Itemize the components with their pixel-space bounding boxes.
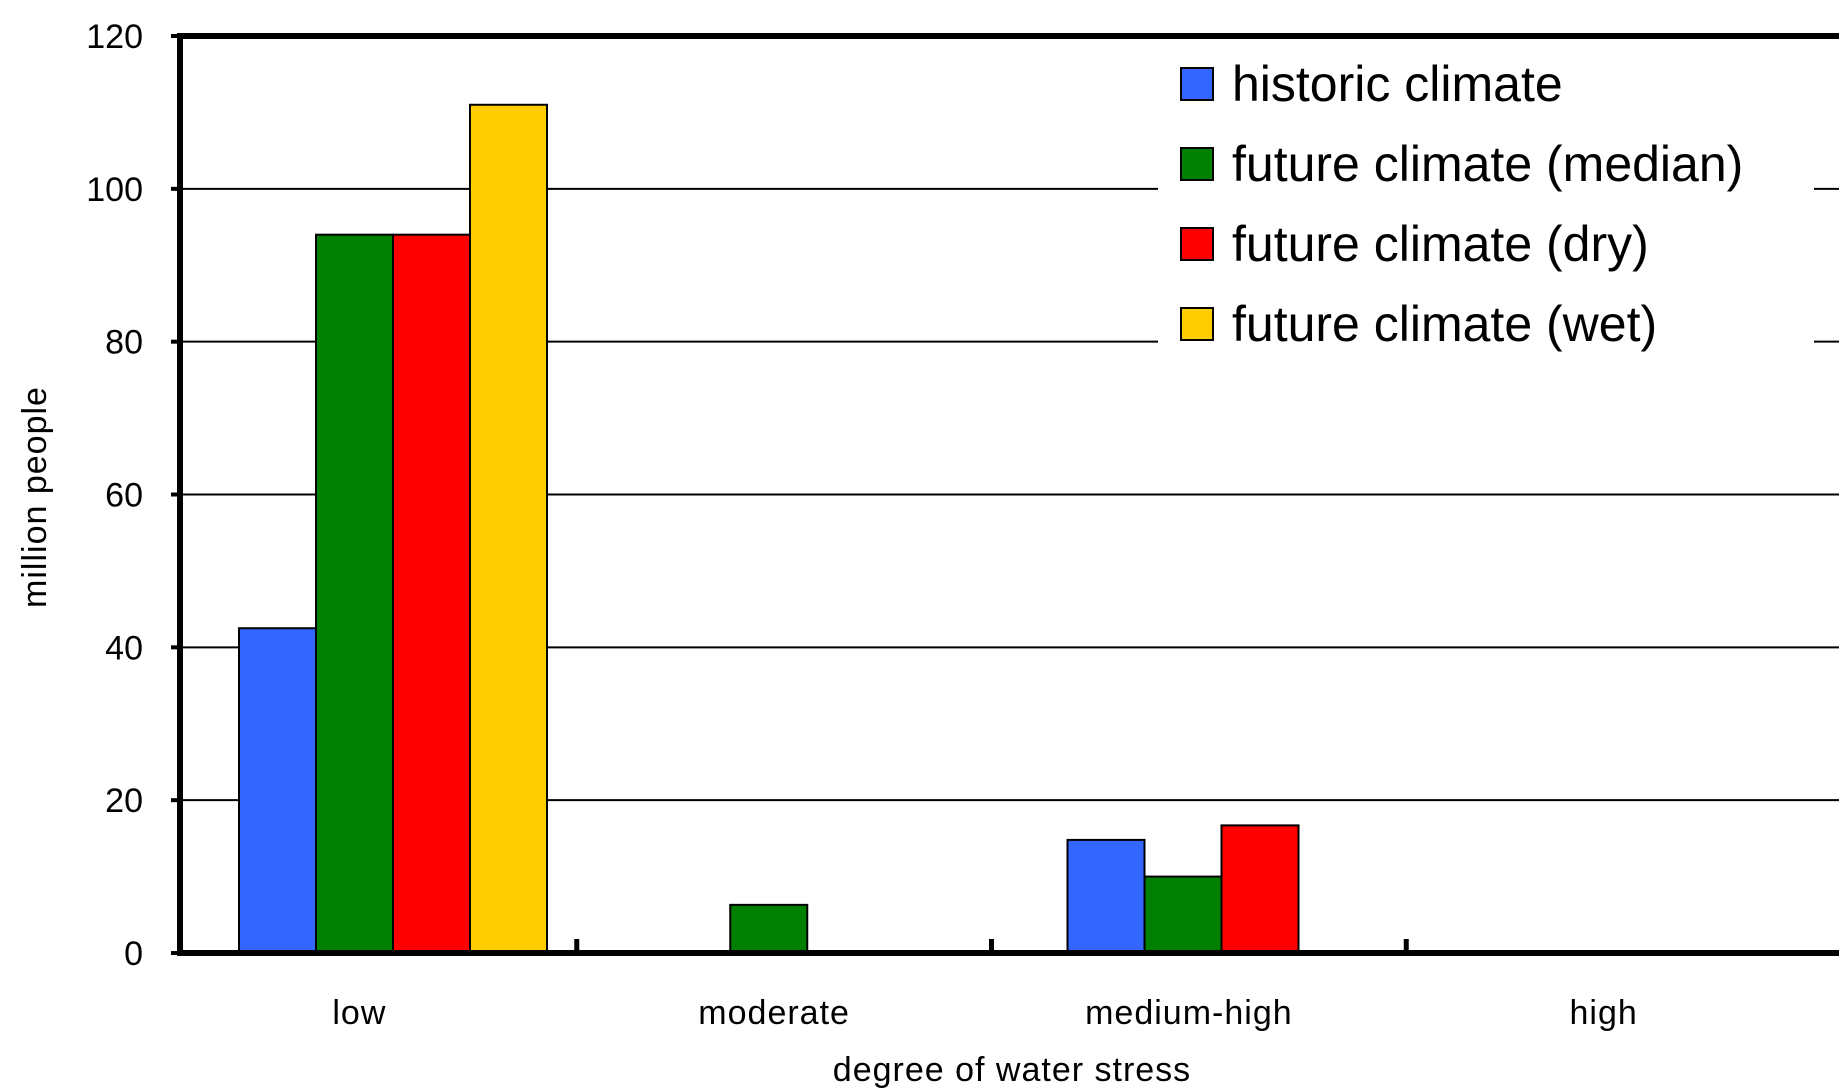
x-tick-label: low bbox=[332, 994, 386, 1032]
bar-low-series-2 bbox=[392, 233, 471, 954]
legend-label: future climate (wet) bbox=[1232, 296, 1657, 352]
legend-swatch bbox=[1180, 227, 1214, 261]
x-axis-title: degree of water stress bbox=[833, 1051, 1191, 1089]
x-tick-label: medium-high bbox=[1085, 994, 1293, 1032]
y-tick-label: 80 bbox=[105, 324, 143, 362]
bar-low-series-0 bbox=[238, 627, 317, 955]
y-tick-label: 60 bbox=[105, 477, 143, 515]
legend-label: future climate (dry) bbox=[1232, 216, 1649, 272]
legend-background bbox=[1158, 50, 1814, 355]
bar-low-series-1 bbox=[315, 233, 394, 954]
axes bbox=[171, 33, 1839, 956]
axis-labels: 0 20 40 60 80 100 120 low moderate medium-high hig… bbox=[86, 18, 1637, 1032]
y-tick-label: 120 bbox=[86, 18, 143, 56]
legend: historic climate future climate (median) f… bbox=[1158, 50, 1814, 355]
bar-medium-high-series-2 bbox=[1220, 824, 1300, 954]
y-tick-label: 40 bbox=[105, 629, 143, 667]
y-tick-label: 20 bbox=[105, 782, 143, 820]
bar-medium-high-series-1 bbox=[1143, 875, 1223, 954]
bars bbox=[238, 103, 1300, 955]
legend-swatch bbox=[1180, 307, 1214, 341]
legend-swatch bbox=[1180, 147, 1214, 181]
legend-label: historic climate bbox=[1232, 56, 1563, 112]
bar-low-series-3 bbox=[469, 103, 548, 954]
legend-label: future climate (median) bbox=[1232, 136, 1743, 192]
y-axis-title: million people bbox=[16, 386, 54, 608]
bar-moderate-series-1 bbox=[729, 903, 809, 954]
legend-swatch bbox=[1180, 67, 1214, 101]
y-tick-label: 100 bbox=[86, 171, 143, 209]
x-tick-label: high bbox=[1569, 994, 1637, 1032]
y-tick-label: 0 bbox=[124, 935, 143, 973]
bar-medium-high-series-0 bbox=[1066, 838, 1146, 954]
x-tick-label: moderate bbox=[698, 994, 850, 1032]
